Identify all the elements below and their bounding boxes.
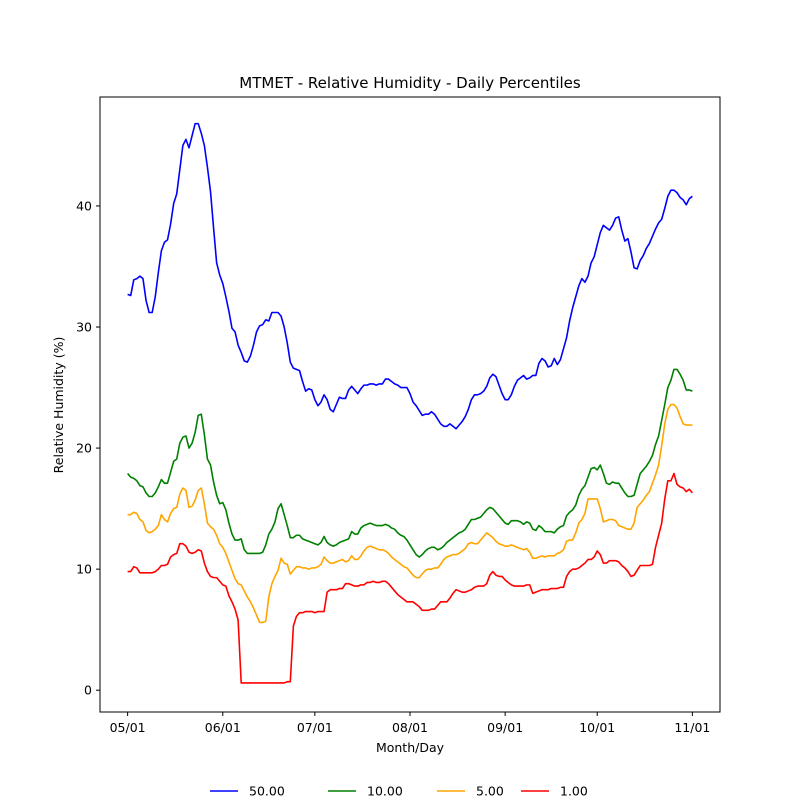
legend: 50.00 10.00 5.00 1.00 [210, 784, 588, 799]
x-tick-label: 10/01 [579, 720, 615, 735]
series-line-1.00 [127, 472, 693, 684]
axis-ticks: 05/01 06/01 07/01 08/01 09/01 10/01 11/01 0 10 20… [76, 198, 710, 735]
x-tick-label: 05/01 [110, 720, 146, 735]
y-tick-label: 30 [76, 320, 92, 335]
legend-label: 10.00 [367, 784, 403, 799]
plot-area [127, 122, 693, 684]
series-line-5.00 [127, 403, 693, 624]
series-line-10.00 [127, 368, 693, 558]
x-tick-label: 09/01 [487, 720, 523, 735]
x-tick-label: 06/01 [205, 720, 241, 735]
legend-label: 5.00 [476, 784, 504, 799]
y-tick-label: 0 [84, 683, 92, 698]
y-tick-label: 10 [76, 562, 92, 577]
chart-title: MTMET - Relative Humidity - Daily Percen… [239, 74, 581, 92]
y-tick-label: 40 [76, 198, 92, 213]
x-tick-label: 11/01 [674, 720, 710, 735]
plot-frame [99, 96, 721, 713]
y-tick-label: 20 [76, 441, 92, 456]
y-axis-label: Relative Humidity (%) [51, 337, 66, 474]
x-axis-label: Month/Day [376, 740, 445, 755]
series-line-50.00 [127, 122, 693, 430]
x-tick-label: 08/01 [392, 720, 428, 735]
legend-label: 50.00 [249, 784, 285, 799]
x-tick-label: 07/01 [297, 720, 333, 735]
legend-label: 1.00 [560, 784, 588, 799]
